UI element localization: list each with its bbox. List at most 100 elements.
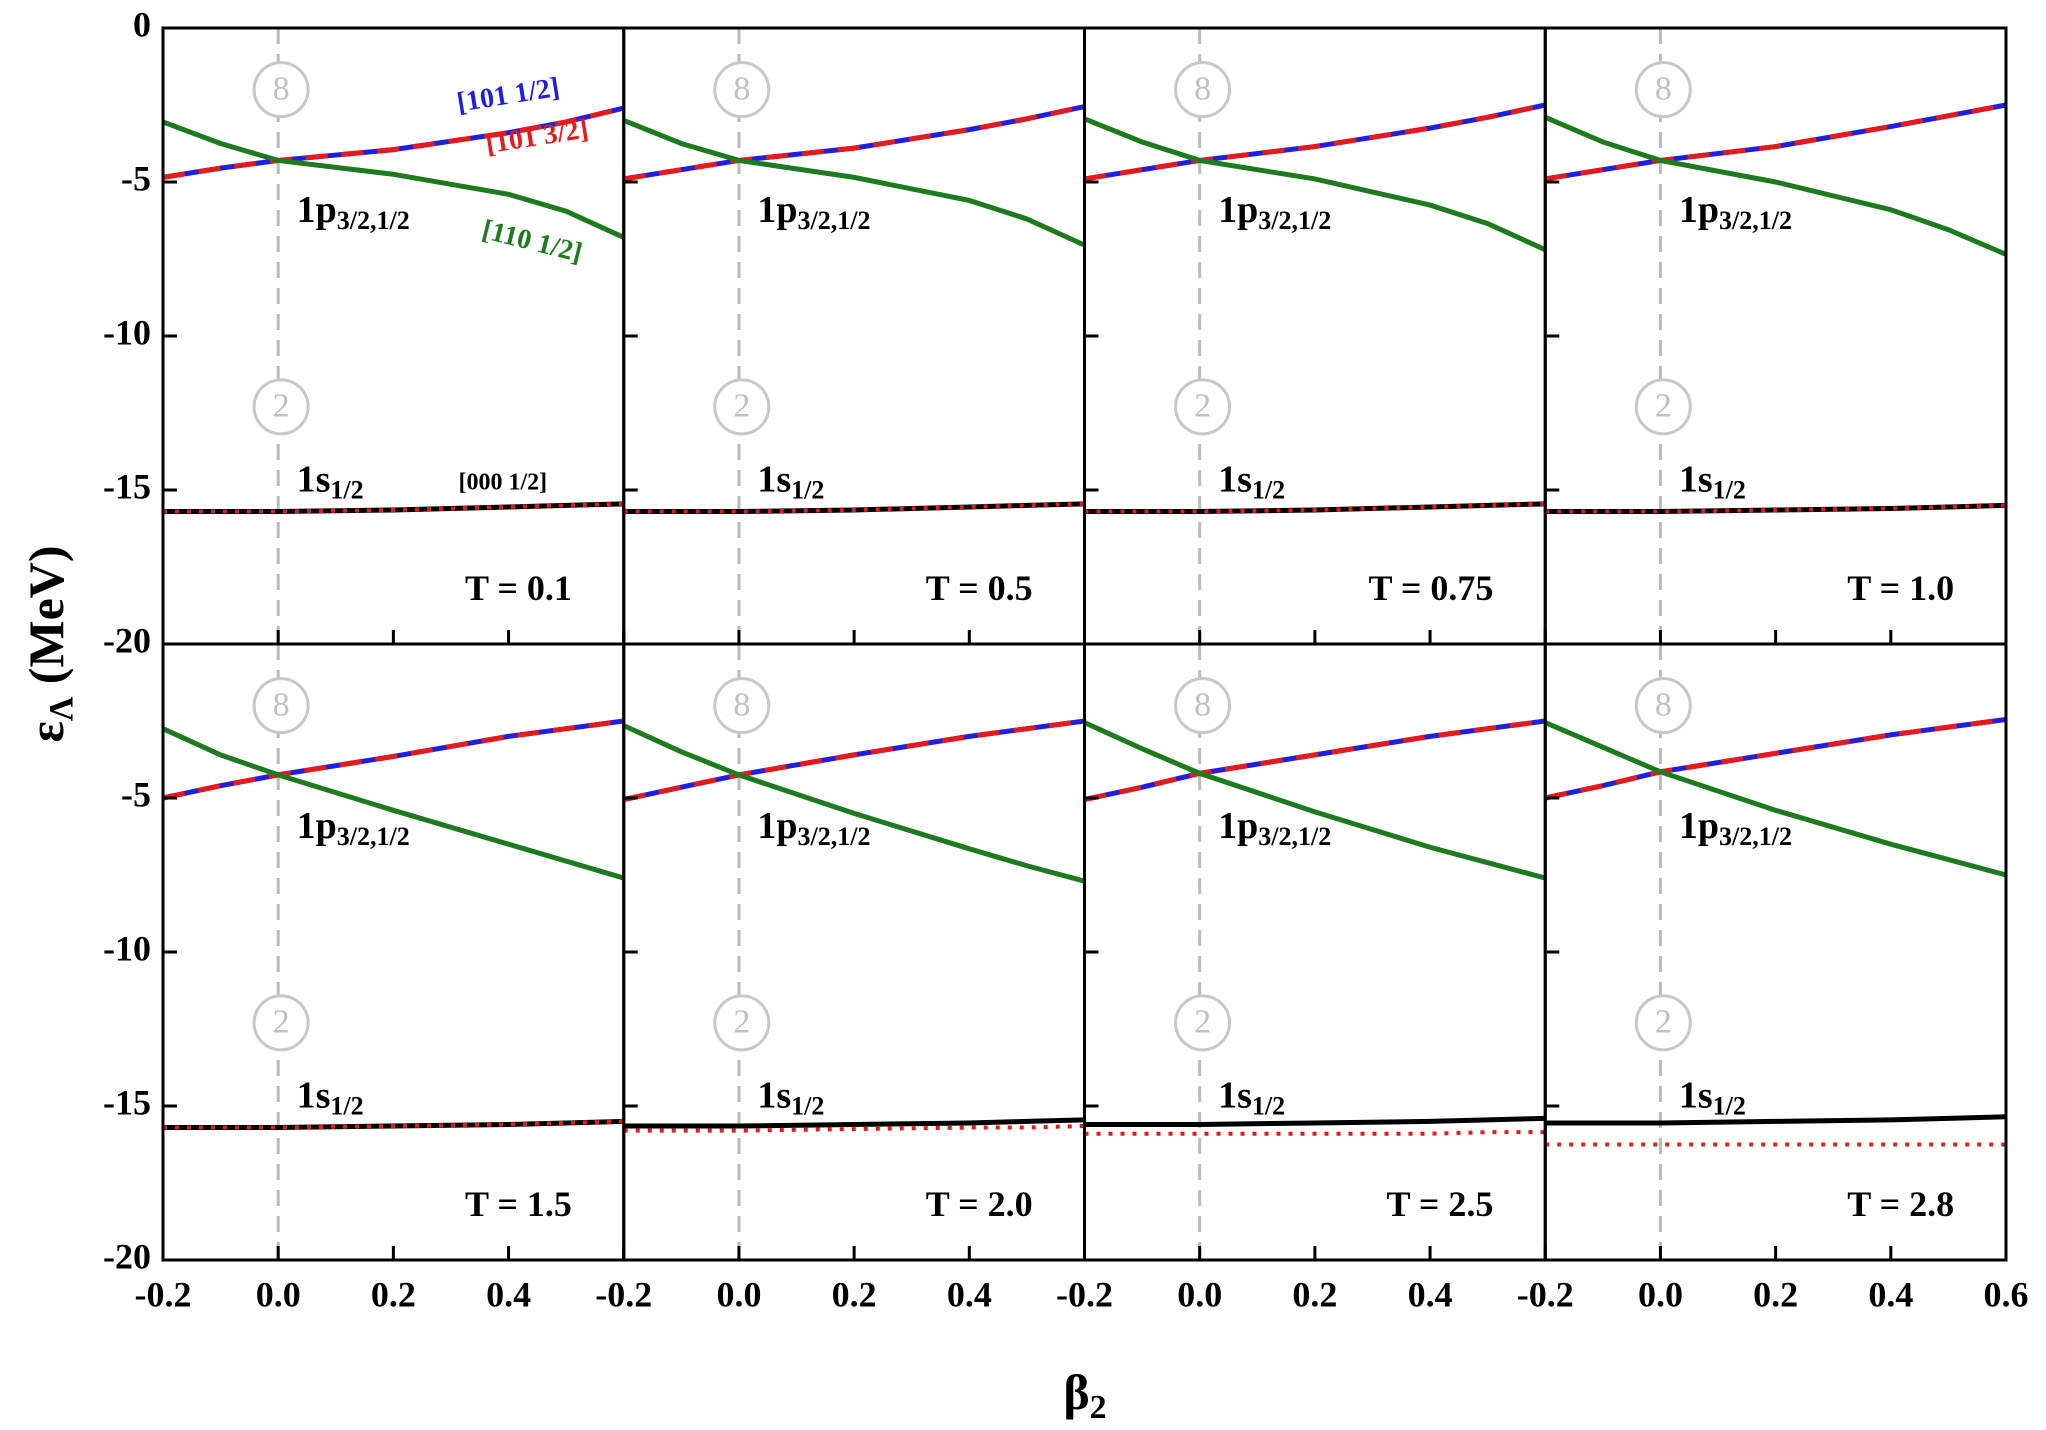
y-tick-label: -5 <box>121 774 151 814</box>
series-line <box>162 119 625 240</box>
series-label: [101 3/2] <box>484 113 591 160</box>
degeneracy-label: 8 <box>1194 686 1211 723</box>
series-line <box>623 718 1085 802</box>
level-label: 1p3/2,1/2 <box>1218 189 1331 235</box>
degeneracy-circle <box>713 677 771 735</box>
temperature-label: T = 0.75 <box>1369 568 1494 608</box>
level-label-main: 1p <box>297 189 337 231</box>
level-label-sub: 1/2 <box>1713 475 1746 504</box>
degeneracy-label: 8 <box>733 70 750 107</box>
level-label-sub: 3/2,1/2 <box>337 206 410 235</box>
panel: 8 2 1p3/2,1/2 1s1/2 T = 0.5 <box>622 26 1086 646</box>
level-label-sub: 1/2 <box>1252 1091 1285 1120</box>
degeneracy-circle <box>1634 378 1692 436</box>
x-tick-label: 0.4 <box>486 1274 531 1314</box>
degeneracy-circle <box>713 994 771 1052</box>
series-line <box>1083 116 1547 253</box>
series-line <box>1544 716 2007 801</box>
level-label: 1s1/2 <box>1218 1074 1285 1120</box>
series-line <box>622 723 1086 884</box>
level-label-main: 1s <box>757 458 791 500</box>
series-line <box>1084 102 1546 182</box>
y-tick-label: 0 <box>133 4 151 44</box>
panel-frame <box>161 642 626 1262</box>
level-label-sub: 3/2,1/2 <box>1258 822 1331 851</box>
x-tick-label: -0.2 <box>595 1274 652 1314</box>
series-line <box>163 1119 624 1130</box>
series-line <box>1544 115 2007 257</box>
level-label-main: 1s <box>757 1074 791 1116</box>
y-tick-label: -5 <box>121 158 151 198</box>
level-label-main: 1p <box>757 805 797 847</box>
degeneracy-label: 2 <box>273 388 290 425</box>
level-label-main: 1p <box>297 805 337 847</box>
y-axis-title-main: ε <box>18 721 74 742</box>
x-tick-label: 0.4 <box>1868 1274 1913 1314</box>
degeneracy-label: 2 <box>1194 388 1211 425</box>
level-label: 1s1/2 <box>1218 458 1285 504</box>
level-label-main: 1s <box>297 458 331 500</box>
series-line <box>1083 718 1546 802</box>
degeneracy-circle <box>252 61 310 119</box>
level-label: 1s1/2 <box>757 1074 824 1120</box>
x-tick-label: -0.2 <box>135 1274 192 1314</box>
x-tick-label: 0.4 <box>1408 1274 1453 1314</box>
level-label: 1p3/2,1/2 <box>757 189 870 235</box>
panel: 8 2 [101 1/2][101 3/2] [110 1/2] [000 1/2] 1p… <box>103 4 626 660</box>
x-tick-label: 0.4 <box>947 1274 992 1314</box>
degeneracy-circle <box>1634 677 1692 735</box>
degeneracy-circle <box>1634 61 1692 119</box>
level-label: 1p3/2,1/2 <box>757 805 870 851</box>
degeneracy-label: 2 <box>273 1004 290 1041</box>
temperature-label: T = 0.1 <box>465 568 572 608</box>
degeneracy-label: 8 <box>1655 70 1672 107</box>
degeneracy-label: 8 <box>273 686 290 723</box>
x-axis-title-main: β <box>1063 1364 1089 1420</box>
degeneracy-label: 8 <box>273 70 290 107</box>
temperature-label: T = 2.0 <box>926 1184 1033 1224</box>
panel: 8 2 1p3/2,1/2 1s1/2 T = 2.0 -0.2 0.0 0.2 0.4 <box>595 642 1086 1314</box>
degeneracy-circle <box>252 994 310 1052</box>
series-line <box>1083 720 1546 881</box>
x-tick-label: 0.2 <box>371 1274 416 1314</box>
series-line <box>1544 102 2007 182</box>
level-label: 1s1/2 <box>1679 1074 1746 1120</box>
degeneracy-circle <box>1174 61 1232 119</box>
level-label: 1p3/2,1/2 <box>297 805 410 851</box>
series-line <box>1084 1115 1546 1127</box>
level-label-main: 1p <box>1679 189 1719 231</box>
series-line <box>623 718 1085 802</box>
x-tick-label: -0.2 <box>1517 1274 1574 1314</box>
degeneracy-label: 2 <box>1194 1004 1211 1041</box>
level-label-sub: 3/2,1/2 <box>1719 206 1792 235</box>
x-tick-label: 0.0 <box>716 1274 761 1314</box>
y-tick-label: -20 <box>103 1236 151 1276</box>
level-label-sub: 1/2 <box>1252 475 1285 504</box>
temperature-label: T = 1.5 <box>465 1184 572 1224</box>
level-label-sub: 3/2,1/2 <box>337 822 410 851</box>
temperature-label: T = 1.0 <box>1847 568 1954 608</box>
series-label: [110 1/2] <box>479 214 585 269</box>
y-tick-label: -15 <box>103 1082 151 1122</box>
series-line <box>623 104 1086 182</box>
level-label-main: 1s <box>1218 458 1252 500</box>
degeneracy-circle <box>713 61 771 119</box>
level-label-sub: 1/2 <box>1713 1091 1746 1120</box>
degeneracy-circle <box>252 677 310 735</box>
x-tick-label: 0.0 <box>256 1274 301 1314</box>
y-tick-label: -10 <box>103 312 151 352</box>
panel-frame <box>622 642 1086 1262</box>
series-line <box>622 118 1086 248</box>
series-line <box>1083 718 1546 802</box>
x-axis-title-sub: 2 <box>1090 1389 1107 1426</box>
series-line <box>1544 716 2007 801</box>
series-label: [101 1/2] <box>455 72 562 119</box>
degeneracy-circle <box>1174 994 1232 1052</box>
panel: 8 2 1p3/2,1/2 1s1/2 T = 1.5 -0.2 0.0 0.2 0.4 -5 -1… <box>103 642 626 1314</box>
x-tick-label: -0.2 <box>1056 1274 1113 1314</box>
y-tick-label: -10 <box>103 928 151 968</box>
degeneracy-circle <box>1174 378 1232 436</box>
level-label-main: 1s <box>297 1074 331 1116</box>
y-tick-label: -20 <box>103 620 151 660</box>
